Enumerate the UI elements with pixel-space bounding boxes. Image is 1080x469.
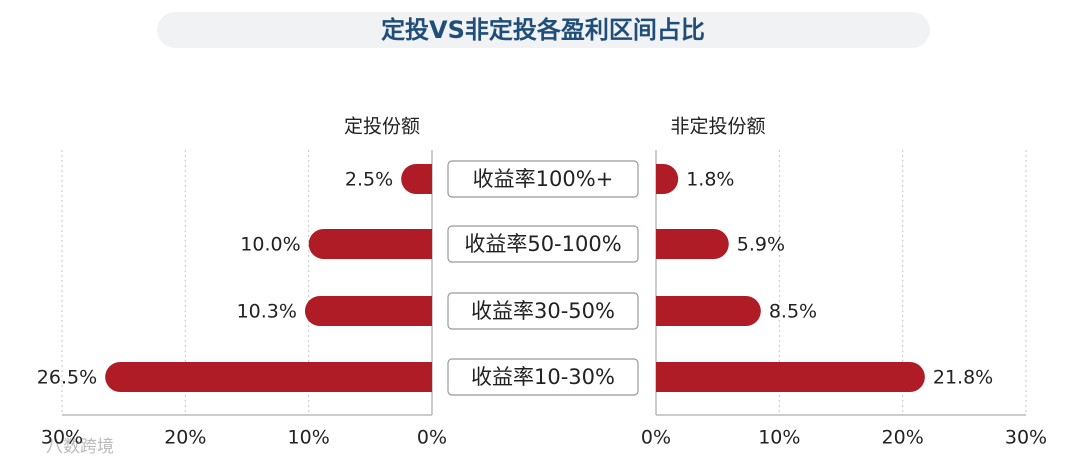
x-tick-label: 0%	[417, 427, 447, 449]
x-tick-label: 10%	[288, 427, 330, 449]
x-tick-label: 10%	[758, 427, 800, 449]
bar	[105, 362, 432, 392]
value-label: 5.9%	[737, 234, 785, 256]
category-label: 收益率30-50%	[471, 299, 615, 323]
value-label: 1.8%	[686, 169, 734, 191]
category-box	[447, 160, 639, 198]
title-bar	[157, 12, 930, 48]
x-tick-label: 20%	[882, 427, 924, 449]
value-label: 8.5%	[769, 301, 817, 323]
value-label: 10.0%	[240, 234, 300, 256]
value-label: 26.5%	[37, 367, 97, 389]
category-box	[447, 358, 639, 396]
x-tick-label: 0%	[641, 427, 671, 449]
watermark: 八数跨境	[46, 437, 114, 457]
bar	[656, 362, 925, 392]
bar	[656, 164, 679, 194]
category-label: 收益率100%+	[473, 167, 614, 191]
bar	[656, 296, 761, 326]
right-panel-title: 非定投份额	[670, 116, 765, 138]
bar	[656, 229, 729, 259]
x-tick-label: 30%	[41, 427, 83, 449]
bar	[304, 296, 432, 326]
x-tick-label: 30%	[1005, 427, 1047, 449]
left-panel-title: 定投份额	[344, 116, 420, 138]
category-box	[447, 292, 639, 330]
value-label: 10.3%	[237, 301, 297, 323]
category-box	[447, 225, 639, 263]
bar	[401, 164, 432, 194]
x-tick-label: 20%	[164, 427, 206, 449]
value-label: 21.8%	[933, 367, 993, 389]
category-label: 收益率50-100%	[464, 232, 621, 256]
chart-title: 定投VS非定投各盈利区间占比	[381, 16, 705, 44]
bar	[308, 229, 432, 259]
category-label: 收益率10-30%	[471, 365, 615, 389]
value-label: 2.5%	[345, 169, 393, 191]
